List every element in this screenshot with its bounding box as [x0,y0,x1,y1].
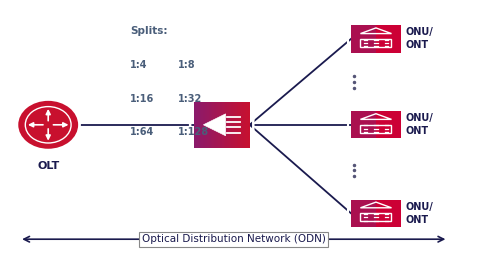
Text: 1:64: 1:64 [130,127,154,137]
Bar [248,102,251,147]
Bar [351,111,376,138]
Bar [216,102,219,147]
Text: ONT: ONT [406,215,429,225]
Polygon shape [203,114,226,136]
Text: ONU/: ONU/ [406,113,434,123]
Bar [376,111,401,138]
Bar [196,102,199,147]
Bar [237,102,240,147]
Bar [235,102,238,147]
Bar [239,102,241,147]
Text: ONT: ONT [406,41,429,50]
Text: ONU/: ONU/ [406,202,434,212]
Bar [209,102,212,147]
Text: Splits:: Splits: [130,26,168,36]
Bar [233,102,236,147]
Bar [205,102,208,147]
Bar [376,200,401,227]
Bar [351,200,376,227]
Text: 1:32: 1:32 [178,94,202,103]
Bar [222,102,225,147]
Bar [244,102,247,147]
Text: 1:16: 1:16 [130,94,154,103]
Bar [214,102,217,147]
Bar [218,102,221,147]
Bar [213,102,215,147]
Text: 1:4: 1:4 [130,60,147,70]
Bar [194,102,197,147]
Bar [224,102,227,147]
Bar [226,102,228,147]
Bar [207,102,210,147]
Bar [240,102,243,147]
Bar [228,102,230,147]
Bar [211,102,214,147]
Text: ONT: ONT [406,126,429,136]
Bar [229,102,232,147]
Text: 1:128: 1:128 [178,127,210,137]
Bar [201,102,204,147]
Text: 1:8: 1:8 [178,60,196,70]
Text: ONU/: ONU/ [406,28,434,37]
Bar [231,102,234,147]
Bar [361,125,391,133]
Bar [203,102,206,147]
Text: OLT: OLT [37,161,59,171]
Ellipse shape [17,99,80,150]
Bar [361,213,391,221]
Bar [246,102,249,147]
Text: Optical Distribution Network (ODN): Optical Distribution Network (ODN) [142,234,326,244]
Bar [198,102,201,147]
Bar [361,39,391,47]
Bar [220,102,223,147]
Bar [351,25,376,53]
Bar [200,102,202,147]
Bar [242,102,245,147]
Bar [376,25,401,53]
